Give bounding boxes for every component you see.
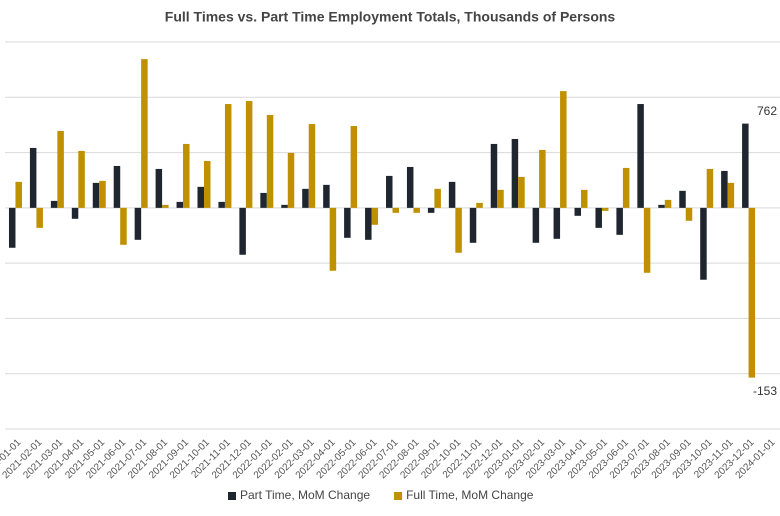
bar [685, 207, 693, 221]
bar [386, 175, 393, 208]
annotation: -153 [753, 384, 777, 398]
bar [197, 186, 204, 208]
bar [413, 207, 420, 213]
bar [218, 201, 225, 208]
bar [643, 207, 651, 273]
bar [658, 204, 665, 208]
bar [78, 150, 85, 208]
bar [50, 200, 58, 208]
bar [721, 170, 728, 208]
bar [748, 207, 756, 378]
bar [245, 101, 253, 208]
bar [176, 201, 184, 208]
bar [92, 182, 100, 208]
legend-item: Full Time, MoM Change [394, 488, 534, 502]
bar [574, 207, 582, 216]
bar [406, 166, 414, 208]
bar [155, 168, 163, 208]
bar [469, 207, 477, 243]
bar [706, 168, 714, 208]
bar [15, 181, 22, 208]
bar [601, 207, 609, 211]
bar [287, 152, 295, 208]
bar [323, 184, 330, 208]
legend-label: Part Time, MoM Change [240, 488, 370, 502]
bar [664, 199, 672, 208]
bar [120, 207, 127, 245]
bar [344, 207, 351, 238]
bar [29, 147, 37, 208]
bar [350, 126, 358, 208]
bar [8, 207, 16, 248]
bar [365, 207, 372, 240]
bar [57, 131, 64, 208]
bar [497, 189, 504, 208]
bar [224, 104, 232, 208]
bar [448, 181, 456, 208]
bar [427, 207, 435, 213]
bar [637, 104, 644, 208]
bar [329, 207, 337, 271]
bar [71, 207, 79, 219]
bar [36, 207, 43, 228]
bar [616, 207, 623, 235]
bar [727, 182, 735, 208]
bar [679, 190, 686, 208]
bar [371, 207, 379, 225]
bar [392, 207, 399, 213]
bar [203, 160, 211, 208]
annotation: 762 [757, 104, 777, 118]
bar [700, 207, 707, 280]
bar [434, 188, 441, 208]
bar [553, 207, 561, 239]
bar [281, 204, 288, 208]
bar [560, 91, 567, 208]
bar [455, 207, 462, 253]
legend-swatch [228, 492, 236, 500]
bar [266, 114, 274, 208]
bar [134, 207, 142, 240]
bar [539, 149, 546, 208]
bar [518, 176, 525, 208]
bar [239, 207, 246, 255]
legend-item: Part Time, MoM Change [228, 488, 370, 502]
bar [113, 165, 121, 208]
chart-title: Full Times vs. Part Time Employment Tota… [165, 9, 616, 25]
bar [476, 202, 483, 208]
bar [302, 188, 309, 208]
bar [595, 207, 602, 228]
bar [183, 143, 190, 208]
bar [99, 180, 106, 208]
bar [532, 207, 540, 243]
bar [490, 143, 498, 208]
bar [511, 138, 519, 208]
bar [622, 167, 630, 208]
bar [162, 204, 169, 208]
bar [141, 59, 148, 208]
bar [742, 123, 749, 208]
legend-label: Full Time, MoM Change [406, 488, 534, 502]
bar [308, 124, 316, 208]
bar [581, 189, 588, 208]
bar [260, 192, 267, 208]
legend-swatch [394, 492, 403, 500]
